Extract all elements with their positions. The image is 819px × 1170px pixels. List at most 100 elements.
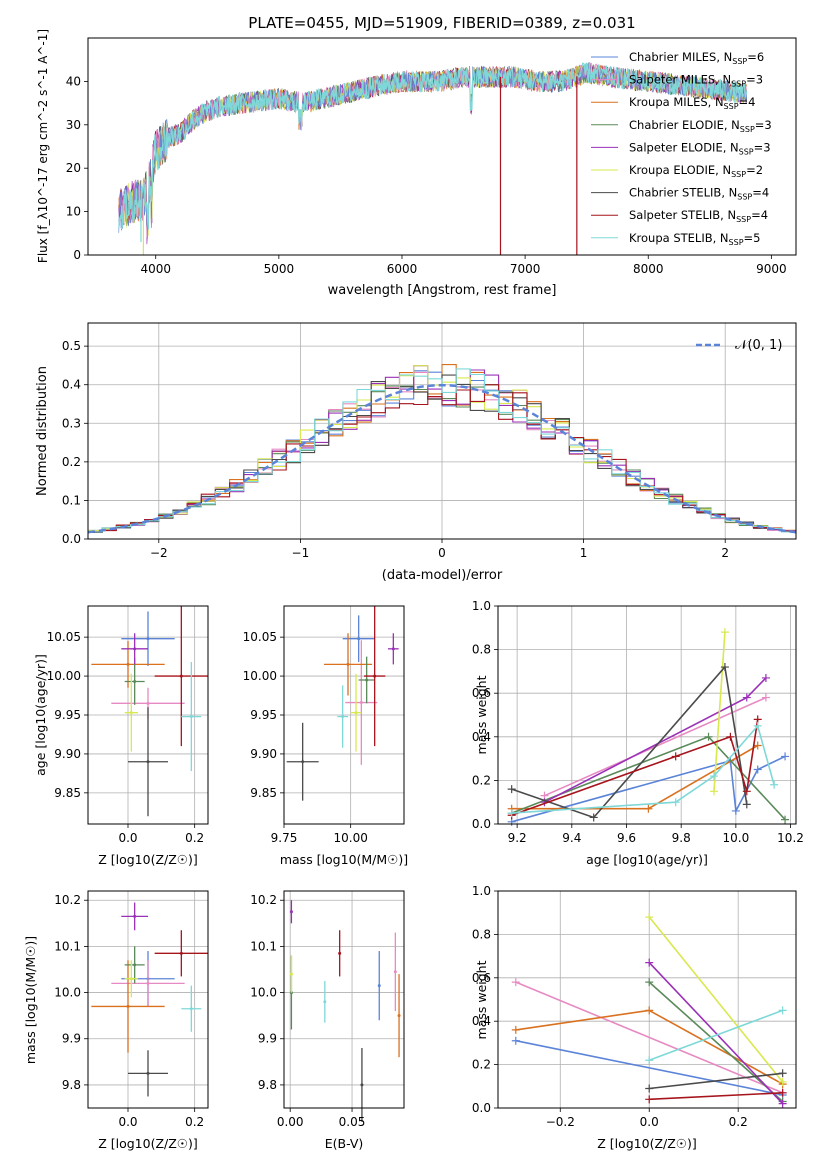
mass_weight_vs_Z-marker-salpeter_stelib-0 <box>645 1095 654 1104</box>
mass_weight_vs_Z-marker-chabrier_miles-0 <box>511 1036 520 1045</box>
age_vs_mass-point-chabrier_miles <box>357 637 361 641</box>
mass_weight_vs_age-marker-kroupa_stelib-0 <box>507 809 516 818</box>
age_vs_mass-ytick-label-4: 10.05 <box>243 630 277 644</box>
age_vs_mass-ytick-label-1: 9.90 <box>250 747 277 761</box>
mass_vs_ebv-point-salpeter_miles <box>393 970 397 974</box>
spectrum-xtick-label-1: 5000 <box>264 262 295 276</box>
mass_weight_vs_age-xtick-label-2: 9.6 <box>617 831 636 845</box>
spectrum-ytick-label-1: 10 <box>66 205 81 219</box>
spectrum-ylabel: Flux [f_λ10^-17 erg cm^-2 s^-1 A^-1] <box>36 29 50 263</box>
mass_weight_vs_Z-marker-salpeter_miles-0 <box>511 978 520 987</box>
spectrum-legend-label-2: Kroupa MILES, NSSP=4 <box>629 95 755 111</box>
spectrum-panel: 4000 5000 6000 7000 8000 9000 0 10 20 30 40 wavele… <box>36 29 797 298</box>
mass_weight_vs_Z-ylabel: mass weight <box>474 960 489 1039</box>
mass_weight_vs_Z-marker-salpeter_stelib-1 <box>778 1088 787 1097</box>
mass_weight_vs_age-frame <box>497 605 797 825</box>
age_vs_mass-panel: 9.75 10.00 9.85 9.90 9.95 10.00 10.05 mass [log… <box>243 605 408 867</box>
residual-ytick-label-4: 0.4 <box>62 378 81 392</box>
age_vs_Z-point-salpeter_miles <box>146 701 150 705</box>
mass_weight_vs_age-ylabel: mass weight <box>474 675 489 754</box>
age_vs_mass-point-salpeter_miles <box>359 701 363 705</box>
spectrum-frame <box>87 37 797 256</box>
residual-ticks: −2 −1 0 1 2 0.0 0.1 0.2 0.3 0.4 0.5 <box>62 339 729 560</box>
spectrum-legend-label-8: Kroupa STELIB, NSSP=5 <box>629 231 760 247</box>
mass_vs_Z-point-salpeter_miles <box>146 981 150 985</box>
mass_weight_vs_age-marker-chabrier_stelib-3 <box>742 800 751 809</box>
age_vs_Z-point-kroupa_elodie <box>129 711 133 715</box>
age_vs_Z-ytick-label-4: 10.05 <box>47 630 81 644</box>
mass_weight_vs_Z-ytick-label-3: 0.6 <box>472 971 491 985</box>
age_vs_mass-point-kroupa_elodie <box>354 711 358 715</box>
mass_weight_vs_age-marker-chabrier_elodie-2 <box>781 815 790 824</box>
age_vs_Z-point-salpeter_elodie <box>133 647 137 651</box>
mass_weight_vs_age-marker-chabrier_miles-4 <box>781 752 790 761</box>
mass_weight_vs_age-marker-salpeter_stelib-1 <box>671 752 680 761</box>
mass_weight_vs_age-marker-kroupa_stelib-2 <box>709 772 718 781</box>
mass_weight_vs_age-marker-chabrier_stelib-2 <box>720 663 729 672</box>
mass_vs_Z-xtick-label-0: 0.0 <box>118 1115 137 1129</box>
mass_weight_vs_age-marker-kroupa_miles-1 <box>644 804 653 813</box>
mass_vs_ebv-ytick-label-1: 9.9 <box>258 1032 277 1046</box>
mass_vs_ebv-point-kroupa_miles <box>397 1014 401 1018</box>
mass_vs_Z-ytick-label-2: 10.0 <box>54 986 81 1000</box>
spectrum-legend-label-0: Chabrier MILES, NSSP=6 <box>629 50 764 66</box>
spectrum-xtick-label-4: 8000 <box>633 262 664 276</box>
mass_weight_vs_age-marker-kroupa_stelib-1 <box>671 798 680 807</box>
mass_weight_vs_age-marker-chabrier_stelib-0 <box>507 785 516 794</box>
mass_vs_Z-point-kroupa_miles <box>126 1004 130 1008</box>
age_vs_Z-xtick-label-1: 0.2 <box>185 831 204 845</box>
mass_weight_vs_age-xtick-label-5: 10.2 <box>777 831 804 845</box>
residual-ylabel: Normed distribution <box>35 366 50 496</box>
age_vs_Z-marks <box>91 606 208 817</box>
mass_weight_vs_Z-line-kroupa_stelib <box>648 1009 783 1062</box>
age_vs_mass-xtick-label-0: 9.75 <box>271 831 298 845</box>
mass_weight_vs_age-marker-kroupa_stelib-3 <box>753 721 762 730</box>
mass_weight_vs_Z-ytick-label-0: 0.0 <box>472 1101 491 1115</box>
residual-xtick-label-1: −1 <box>292 546 310 560</box>
residual-histograms <box>87 364 797 534</box>
mass_weight_vs_Z-marker-kroupa_miles-0 <box>511 1025 520 1034</box>
mass_vs_ebv-point-salpeter_elodie <box>289 910 293 914</box>
spectrum-lines <box>118 62 748 255</box>
spectrum-ytick-label-0: 0 <box>73 248 81 262</box>
mass_vs_Z-ylabel: mass [log10(M/M☉)] <box>23 936 38 1064</box>
spectrum-legend-label-7: Salpeter STELIB, NSSP=4 <box>629 208 768 224</box>
normal-legend-label: 𝒩(0, 1) <box>735 338 782 353</box>
mass_weight_vs_age-marker-kroupa_stelib-4 <box>770 780 779 789</box>
mass_weight_vs_age-marker-chabrier_elodie-1 <box>704 732 713 741</box>
normal-curve <box>87 383 797 534</box>
mass_vs_ebv-xtick-label-0: 0.00 <box>277 1115 304 1129</box>
age_vs_Z-xtick-label-0: 0.0 <box>118 831 137 845</box>
spectrum-legend-label-6: Chabrier STELIB, NSSP=4 <box>629 186 769 202</box>
age_vs_Z-point-kroupa_miles <box>126 662 130 666</box>
mass_vs_Z-point-kroupa_stelib <box>189 1007 193 1011</box>
mass_weight_vs_Z-line-chabrier_miles <box>515 1039 783 1096</box>
age_vs_Z-ytick-label-0: 9.85 <box>54 786 81 800</box>
spectrum-ytick-label-3: 30 <box>66 118 81 132</box>
mass_vs_Z-point-chabrier_elodie <box>133 963 137 967</box>
mass_weight_vs_Z-line-chabrier_stelib <box>649 1072 783 1090</box>
age_vs_mass-point-chabrier_stelib <box>301 760 305 764</box>
mass_vs_Z-point-salpeter_elodie <box>133 914 137 918</box>
mass_vs_ebv-point-salpeter_stelib <box>338 951 342 955</box>
spectrum-xtick-label-5: 9000 <box>756 262 787 276</box>
mass_weight_vs_age-marker-salpeter_stelib-3 <box>742 787 751 796</box>
mass_weight_vs_Z-ytick-label-1: 0.2 <box>472 1058 491 1072</box>
mass_vs_Z-point-kroupa_elodie <box>129 977 133 981</box>
spectrum-xtick-label-3: 7000 <box>510 262 541 276</box>
mass_weight_vs_age-ytick-label-4: 0.8 <box>472 643 491 657</box>
mass_weight_vs_Z-marker-kroupa_miles-1 <box>645 1006 654 1015</box>
mass_vs_Z-ytick-label-3: 10.1 <box>54 939 81 953</box>
mass_vs_ebv-marks <box>289 900 401 1122</box>
mass_weight_vs_Z-marker-kroupa_elodie-1 <box>778 1077 787 1086</box>
mass_weight_vs_Z-marker-kroupa_elodie-0 <box>645 913 654 922</box>
spectrum-xlabel: wavelength [Angstrom, rest frame] <box>328 283 557 298</box>
mass_vs_Z-point-salpeter_stelib <box>179 951 183 955</box>
mass_weight_vs_Z-ytick-label-5: 1.0 <box>472 884 491 898</box>
spectrum-legend: Chabrier MILES, NSSP=6 Salpeter MILES, NS… <box>591 50 772 247</box>
spectrum-legend-label-4: Salpeter ELODIE, NSSP=3 <box>629 140 771 156</box>
mass_vs_ebv-ytick-label-2: 10.0 <box>250 986 277 1000</box>
mass_weight_vs_age-marker-salpeter_elodie-1 <box>742 693 751 702</box>
mass_weight_vs_Z-ytick-label-4: 0.8 <box>472 927 491 941</box>
residual-xlabel: (data-model)/error <box>382 568 503 583</box>
